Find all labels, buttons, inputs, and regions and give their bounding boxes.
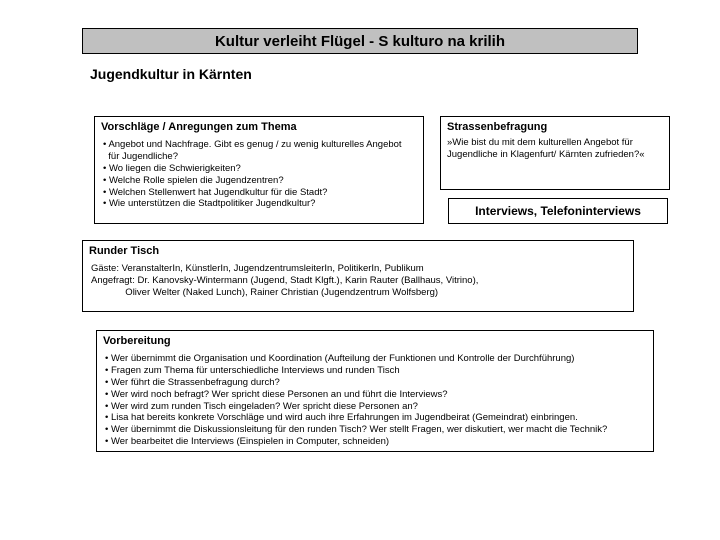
title-text: Kultur verleiht Flügel - S kulturo na kr… [215, 33, 505, 50]
bullet: • Welchen Stellenwert hat Jugendkultur f… [101, 187, 417, 199]
strassen-header: Strassenbefragung [441, 117, 669, 137]
bullet: • Welche Rolle spielen die Jugendzentren… [101, 175, 417, 187]
bullet: • Wer übernimmt die Organisation und Koo… [103, 353, 647, 365]
strassen-body: »Wie bist du mit dem kulturellen Angebot… [441, 137, 669, 167]
bullet: • Angebot und Nachfrage. Gibt es genug /… [101, 139, 417, 151]
line: Oliver Welter (Naked Lunch), Rainer Chri… [89, 287, 627, 299]
bullet: • Wie unterstützen die Stadtpolitiker Ju… [101, 198, 417, 210]
bullet: für Jugendliche? [101, 151, 417, 163]
interviews-text: Interviews, Telefoninterviews [475, 204, 641, 218]
strassen-box: Strassenbefragung »Wie bist du mit dem k… [440, 116, 670, 190]
bullet: • Wer bearbeitet die Interviews (Einspie… [103, 436, 647, 448]
vorschlaege-body: • Angebot und Nachfrage. Gibt es genug /… [95, 137, 423, 216]
bullet: • Wer übernimmt die Diskussionsleitung f… [103, 424, 647, 436]
line: Angefragt: Dr. Kanovsky-Wintermann (Juge… [89, 275, 627, 287]
bullet: • Wer wird noch befragt? Wer spricht die… [103, 389, 647, 401]
runder-header: Runder Tisch [83, 241, 633, 261]
interviews-box: Interviews, Telefoninterviews [448, 198, 668, 224]
bullet: • Wer wird zum runden Tisch eingeladen? … [103, 401, 647, 413]
vorbereitung-body: • Wer übernimmt die Organisation und Koo… [97, 351, 653, 454]
runder-box: Runder Tisch Gäste: VeranstalterIn, Küns… [82, 240, 634, 312]
bullet: • Wo liegen die Schwierigkeiten? [101, 163, 417, 175]
bullet: • Fragen zum Thema für unterschiedliche … [103, 365, 647, 377]
runder-body: Gäste: VeranstalterIn, KünstlerIn, Jugen… [83, 261, 633, 305]
title-bar: Kultur verleiht Flügel - S kulturo na kr… [82, 28, 638, 54]
vorbereitung-header: Vorbereitung [97, 331, 653, 351]
vorschlaege-box: Vorschläge / Anregungen zum Thema • Ange… [94, 116, 424, 224]
subtitle: Jugendkultur in Kärnten [90, 66, 252, 82]
bullet: • Lisa hat bereits konkrete Vorschläge u… [103, 412, 647, 424]
vorschlaege-header: Vorschläge / Anregungen zum Thema [95, 117, 423, 137]
vorbereitung-box: Vorbereitung • Wer übernimmt die Organis… [96, 330, 654, 452]
bullet: • Wer führt die Strassenbefragung durch? [103, 377, 647, 389]
line: Gäste: VeranstalterIn, KünstlerIn, Jugen… [89, 263, 627, 275]
